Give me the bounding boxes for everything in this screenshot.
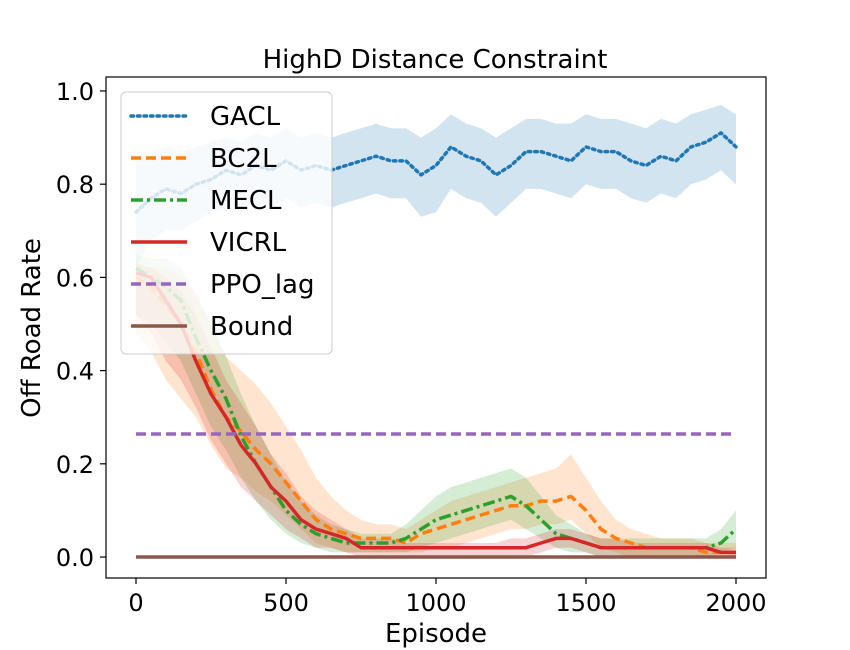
legend-box	[120, 91, 333, 355]
y-tick-label: 1.0	[56, 78, 94, 106]
chart-title: HighD Distance Constraint	[263, 45, 608, 75]
x-axis-label: Episode	[385, 619, 487, 649]
legend: GACL BC2L MECL VICRL PPO_lag Bound	[120, 91, 333, 355]
x-tick-label: 1000	[405, 589, 466, 617]
gacl-legend-label: GACL	[210, 102, 281, 132]
vicrl-legend-label: VICRL	[210, 228, 287, 258]
mecl-band	[136, 254, 736, 557]
y-axis-label: Off Road Rate	[17, 238, 47, 418]
bc2l-legend-label: BC2L	[210, 144, 277, 174]
vicrl-line	[135, 271, 736, 555]
mecl-legend-label: MECL	[210, 186, 282, 216]
x-tick-label: 0	[128, 589, 143, 617]
y-tick-label: 0.4	[56, 358, 94, 386]
x-tick-label: 1500	[555, 589, 616, 617]
x-tick-label: 2000	[705, 589, 766, 617]
x-axis-ticks: 0 500 1000 1500 2000	[128, 578, 767, 617]
bound-legend-label: Bound	[210, 312, 293, 342]
y-tick-label: 0.8	[56, 171, 94, 199]
ppo-lag-legend-label: PPO_lag	[210, 270, 314, 300]
y-axis-ticks: 0.0 0.2 0.4 0.6 0.8 1.0	[56, 78, 106, 572]
x-tick-label: 500	[263, 589, 309, 617]
y-tick-label: 0.0	[56, 544, 94, 572]
y-tick-label: 0.2	[56, 451, 94, 479]
y-tick-label: 0.6	[56, 264, 94, 292]
